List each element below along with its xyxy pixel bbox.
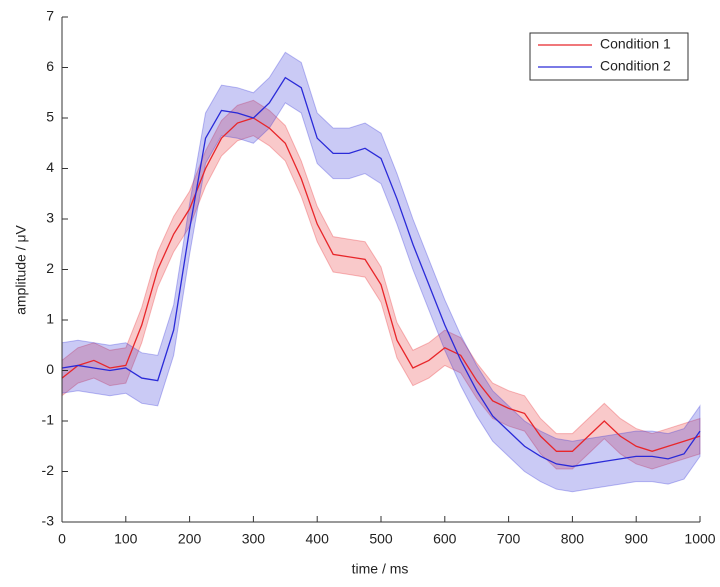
legend-box [529, 32, 689, 81]
y-tick-label: 2 [46, 260, 54, 276]
x-tick-label: 0 [58, 531, 66, 547]
x-tick-label: 1000 [684, 531, 715, 547]
y-tick-label: 3 [46, 210, 54, 226]
y-tick-label: 0 [46, 361, 54, 377]
y-tick-label: -1 [42, 412, 55, 428]
x-tick-label: 300 [242, 531, 266, 547]
x-tick-label: 800 [561, 531, 585, 547]
x-tick-label: 100 [114, 531, 138, 547]
y-tick-label: 7 [46, 8, 54, 24]
data-line [61, 117, 701, 452]
y-tick-label: 4 [46, 159, 54, 175]
y-tick-label: 6 [46, 58, 54, 74]
legend-label: Condition 1 [600, 36, 671, 52]
confidence-band [61, 51, 701, 493]
x-tick-label: 500 [369, 531, 393, 547]
data-line [61, 76, 701, 468]
x-axis-label: time / ms [352, 561, 409, 577]
legend-label: Condition 2 [600, 58, 671, 74]
y-tick-label: 5 [46, 109, 54, 125]
y-tick-label: 1 [46, 311, 54, 327]
x-tick-label: 200 [178, 531, 202, 547]
x-tick-label: 700 [497, 531, 521, 547]
x-tick-label: 900 [625, 531, 649, 547]
y-tick-label: -3 [42, 513, 55, 529]
x-tick-label: 400 [306, 531, 330, 547]
y-tick-label: -2 [42, 462, 55, 478]
y-axis-label: amplitude / μV [13, 224, 29, 314]
x-tick-label: 600 [433, 531, 457, 547]
